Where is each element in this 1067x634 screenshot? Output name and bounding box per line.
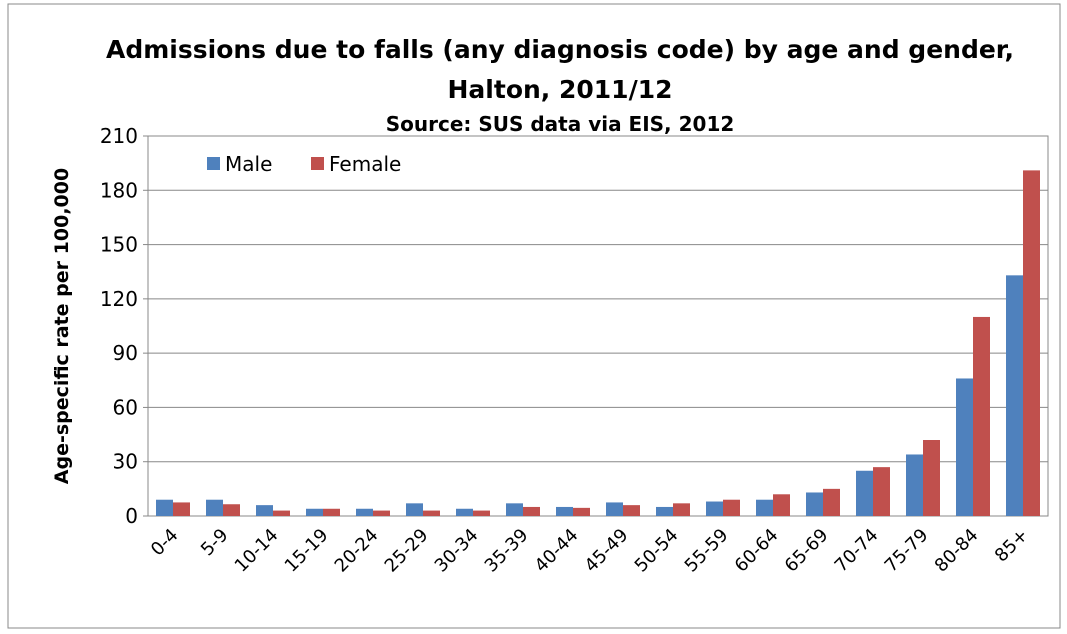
bar <box>706 501 723 516</box>
bar <box>273 510 290 516</box>
bar <box>673 503 690 516</box>
x-tick-label: 0-4 <box>147 525 183 561</box>
legend-label: Male <box>225 152 272 176</box>
x-tick-label: 45-49 <box>581 525 633 577</box>
x-tick-label: 80-84 <box>931 525 983 577</box>
bar <box>523 506 540 516</box>
chart-source: Source: SUS data via EIS, 2012 <box>386 112 735 136</box>
bar <box>1023 170 1040 516</box>
bar <box>756 499 773 516</box>
y-axis-label: Age-specific rate per 100,000 <box>51 168 73 484</box>
y-tick-label: 60 <box>113 395 138 419</box>
chart-subtitle: Halton, 2011/12 <box>448 75 673 104</box>
bar <box>223 504 240 516</box>
x-tick-label: 75-79 <box>881 525 933 577</box>
x-tick-label: 15-19 <box>281 525 333 577</box>
bar <box>656 506 673 516</box>
bar <box>773 494 790 516</box>
x-tick-label: 20-24 <box>331 525 383 577</box>
bar <box>473 510 490 516</box>
bar <box>156 499 173 516</box>
x-tick-label: 85+ <box>991 525 1033 567</box>
bar <box>373 510 390 516</box>
y-tick-label: 120 <box>100 287 138 311</box>
bar <box>606 502 623 516</box>
bar <box>173 502 190 516</box>
y-tick-label: 0 <box>125 504 138 528</box>
bar <box>323 508 340 516</box>
x-tick-label: 10-14 <box>231 525 283 577</box>
x-tick-label: 55-59 <box>681 525 733 577</box>
y-tick-label: 90 <box>113 341 138 365</box>
bar <box>856 470 873 516</box>
y-tick-label: 150 <box>100 233 138 257</box>
x-tick-label: 65-69 <box>781 525 833 577</box>
chart-title: Admissions due to falls (any diagnosis c… <box>106 35 1014 64</box>
bar <box>456 508 473 516</box>
bar <box>923 440 940 516</box>
bar <box>556 506 573 516</box>
legend-label: Female <box>329 152 401 176</box>
bar <box>956 378 973 516</box>
bar <box>723 499 740 516</box>
bar <box>573 507 590 516</box>
bar <box>1006 275 1023 516</box>
bar <box>306 508 323 516</box>
bar <box>823 488 840 516</box>
x-tick-label: 35-39 <box>481 525 533 577</box>
x-tick-label: 60-64 <box>731 525 783 577</box>
bar <box>423 510 440 516</box>
x-tick-label: 30-34 <box>431 525 483 577</box>
x-tick-label: 25-29 <box>381 525 433 577</box>
bar <box>806 492 823 516</box>
bar <box>873 467 890 516</box>
x-tick-label: 50-54 <box>631 525 683 577</box>
bar <box>906 454 923 516</box>
bar <box>356 508 373 516</box>
legend-swatch <box>207 157 220 170</box>
bar <box>206 499 223 516</box>
chart-frame <box>7 3 1061 629</box>
bar <box>973 316 990 516</box>
bar <box>506 503 523 516</box>
y-tick-label: 180 <box>100 178 138 202</box>
bar <box>406 503 423 516</box>
x-tick-label: 40-44 <box>531 525 583 577</box>
bar <box>256 505 273 516</box>
y-tick-label: 30 <box>113 450 138 474</box>
x-tick-label: 70-74 <box>831 525 883 577</box>
legend-swatch <box>311 157 324 170</box>
y-tick-label: 210 <box>100 124 138 148</box>
bar <box>623 505 640 516</box>
x-tick-label: 5-9 <box>197 525 233 561</box>
